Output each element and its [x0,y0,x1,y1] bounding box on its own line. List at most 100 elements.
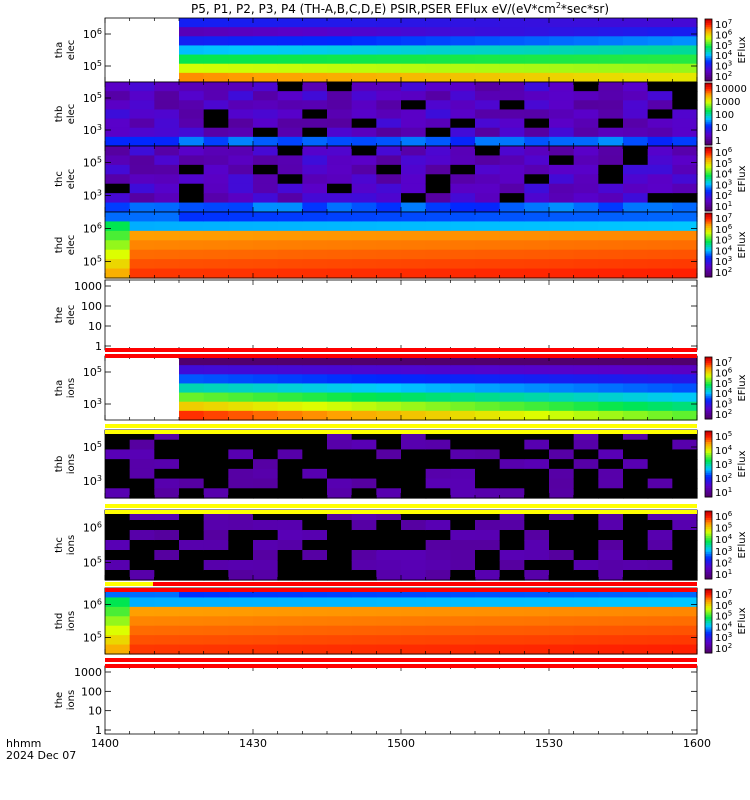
heatmap-cell [277,202,303,213]
heatmap-cell [401,259,427,270]
heatmap-cell [203,18,229,28]
y-tick-label: 106 [83,521,102,535]
panel-ylabel: thb ions [54,454,77,474]
heatmap-cell [623,635,649,646]
heatmap-cell [129,202,155,213]
heatmap-cell [203,560,229,571]
colorbar-step [705,66,712,70]
colorbar-step [705,204,712,208]
heatmap-cell [450,383,476,394]
heatmap-cell [647,468,673,480]
heatmap-cell [327,560,353,571]
heatmap-cell [327,468,353,480]
colorbar-step [705,70,712,74]
heatmap-cell [327,193,353,204]
heatmap-cell [129,488,155,499]
heatmap-cell [277,459,303,470]
heatmap-cell [647,374,673,385]
heatmap-cell [351,560,377,571]
colorbar-step [705,105,712,109]
heatmap-cell [549,383,575,394]
colorbar-step [705,43,712,47]
heatmap-cell [499,374,525,385]
heatmap-cell [598,488,624,499]
heatmap-cell [623,540,649,551]
heatmap-cell [203,430,229,441]
heatmap-cell [475,468,501,480]
heatmap-cell [672,597,698,608]
heatmap-cell [203,392,229,403]
heatmap-cell [327,478,353,489]
heatmap-cell [524,212,550,223]
heatmap-cell [302,606,328,617]
colorbar-tick-label: 10 [715,123,728,134]
heatmap-cell [623,18,649,28]
y-tick-label: 105 [83,631,102,645]
heatmap-cell [573,155,599,166]
heatmap-cell [475,212,501,223]
colorbar-step [705,593,712,596]
heatmap-cell [524,82,550,92]
heatmap-cell [647,597,673,608]
heatmap-cell [302,164,328,175]
heatmap-cell [450,430,476,441]
colorbar-step [705,612,712,616]
colorbar-step [705,47,712,51]
colorbar-step [705,68,712,72]
heatmap-cell [179,430,205,441]
heatmap-cell [549,146,575,157]
heatmap-cell [302,520,328,531]
colorbar-tick-label: 105 [715,610,732,623]
heatmap-cell [475,478,501,489]
colorbar-step [705,124,712,127]
colorbar-step [705,185,712,189]
heatmap-cell [598,510,624,521]
heatmap-cell [598,109,624,120]
heatmap-cell [277,401,303,412]
colorbar-label: EFlux [737,607,748,634]
heatmap-cell [647,240,673,251]
heatmap-cell [475,588,501,599]
heatmap-cell [302,155,328,166]
colorbar-step [705,223,712,227]
heatmap-cell [499,356,525,366]
heatmap-cell [524,221,550,232]
heatmap-cells [105,588,698,655]
heatmap-cell [450,530,476,541]
colorbar-step [705,89,712,92]
colorbar-step [705,459,712,463]
heatmap-cell [277,616,303,627]
heatmap-cell [253,570,279,581]
colorbar-step [705,168,712,171]
heatmap-cell [277,268,303,279]
heatmap-cell [105,146,131,157]
colorbar-step [705,394,712,397]
heatmap-cell [598,616,624,627]
colorbar-step [705,569,712,573]
colorbar-step [705,631,712,635]
heatmap-cell [499,193,525,204]
heatmap-cell [672,36,698,47]
heatmap-cell [672,136,698,147]
heatmap-cell [524,374,550,385]
heatmap-cell [450,625,476,636]
heatmap-cell [228,560,254,571]
heatmap-cell [549,259,575,270]
heatmap-cell [623,100,649,111]
heatmap-cell [351,45,377,56]
colorbar-tick-label: 103 [715,178,732,191]
heatmap-cell [401,383,427,394]
colorbar-step [705,151,712,154]
heatmap-cell [672,174,698,185]
heatmap-cell [598,230,624,241]
colorbar-tick-label: 105 [715,522,732,535]
colorbar-step [705,638,712,641]
heatmap-cell [302,439,328,451]
heatmap-cell [105,82,131,92]
heatmap-cells [105,212,698,279]
colorbar-step [705,274,712,278]
colorbar-step [705,433,712,436]
colorbar-step [705,255,712,259]
colorbar-step [705,208,712,212]
colorbar-step [705,439,712,443]
